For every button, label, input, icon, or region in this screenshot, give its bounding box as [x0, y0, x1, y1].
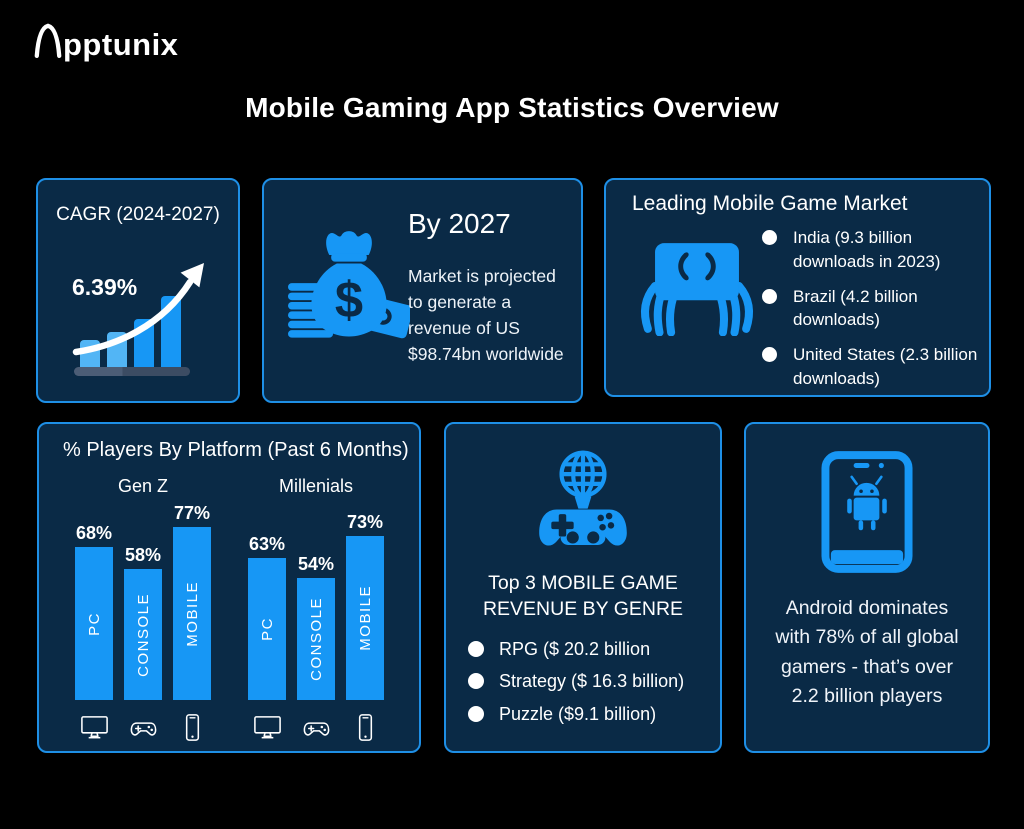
bar-column: 58% CONSOLE	[124, 545, 162, 700]
android-phone-icon	[821, 451, 913, 573]
bar-category-label: CONSOLE	[307, 597, 325, 681]
bar-value-label: 63%	[248, 534, 286, 554]
genres-heading: Top 3 MOBILE GAME REVENUE BY GENRE	[482, 572, 684, 621]
platform-chart-card: % Players By Platform (Past 6 Months) Ge…	[37, 422, 421, 753]
list-item: United States (2.3 billion downloads)	[762, 343, 980, 391]
bar: CONSOLE	[124, 569, 162, 700]
bar-group: Millenials 63% PC 54% CONSOLE 73% MOBILE	[248, 476, 384, 744]
money-bag-icon: $	[288, 231, 410, 339]
projection-body: Market is projected to generate a revenu…	[408, 266, 564, 364]
group-label: Gen Z	[117, 476, 169, 496]
list-item: Brazil (4.2 billion downloads)	[762, 285, 980, 333]
platform-chart-title: % Players By Platform (Past 6 Months)	[63, 439, 409, 461]
markets-title: Leading Mobile Game Market	[632, 192, 908, 215]
bar: PC	[75, 547, 113, 700]
bar-value-label: 54%	[297, 554, 335, 574]
platform-bar-chart: Gen Z 68% PC 58% CONSOLE 77% MOBILE Millenials 6…	[75, 476, 384, 744]
bar-category-label: PC	[258, 617, 276, 641]
growth-bars-arrow-icon: 6.39%	[72, 263, 224, 376]
cagr-bar	[80, 340, 100, 367]
list-item: India (9.3 billion downloads in 2023)	[762, 226, 980, 274]
bar-value-label: 58%	[124, 545, 162, 565]
list-item: RPG ($ 20.2 billion	[468, 639, 708, 660]
bar-category-label: PC	[85, 611, 103, 636]
bar-column: 73% MOBILE	[346, 512, 384, 700]
android-robot-icon	[847, 475, 887, 531]
cagr-title: CAGR (2024-2027)	[56, 204, 220, 225]
hands-holding-phone-icon	[640, 243, 754, 336]
list-item: Puzzle ($9.1 billion)	[468, 704, 708, 725]
bar: MOBILE	[173, 527, 211, 700]
logo-arch-icon	[34, 23, 62, 58]
bar-column: 77% MOBILE	[173, 503, 211, 700]
projection-card: $ By 2027 Market is projected to generat…	[262, 178, 583, 403]
genre-list: RPG ($ 20.2 billion Strategy ($ 16.3 bil…	[468, 639, 708, 725]
page-title: Mobile Gaming App Statistics Overview	[245, 92, 779, 123]
monitor-icon	[75, 710, 113, 744]
bar-category-label: MOBILE	[356, 585, 374, 651]
smartphone-icon	[173, 710, 211, 744]
cagr-base-line	[74, 367, 190, 376]
cagr-card: CAGR (2024-2027) 6.39%	[36, 178, 240, 403]
bar-value-label: 68%	[75, 523, 113, 543]
logo-text: pptunix	[63, 27, 179, 62]
svg-text:$: $	[335, 271, 363, 328]
cagr-bar	[161, 296, 181, 367]
bar-category-label: MOBILE	[183, 580, 201, 647]
projection-heading: By 2027	[408, 208, 511, 239]
gamepad-icon	[297, 710, 335, 744]
bar-column: 68% PC	[75, 523, 113, 700]
bar-column: 63% PC	[248, 534, 286, 700]
markets-card: Leading Mobile Game Market India (9.3 bi…	[604, 178, 991, 397]
bar: MOBILE	[346, 536, 384, 700]
cagr-bar	[134, 319, 154, 367]
list-item: Strategy ($ 16.3 billion)	[468, 671, 708, 692]
bar-category-label: CONSOLE	[134, 592, 152, 677]
cagr-bar	[107, 332, 127, 367]
monitor-icon	[248, 710, 286, 744]
gamepad-icon	[124, 710, 162, 744]
bar-column: 54% CONSOLE	[297, 554, 335, 700]
bar: CONSOLE	[297, 578, 335, 700]
genres-card: Top 3 MOBILE GAME REVENUE BY GENRE RPG (…	[444, 422, 722, 753]
android-body-text: Android dominates with 78% of all global…	[775, 597, 959, 707]
group-label: Millenials	[278, 476, 354, 496]
bar-group: Gen Z 68% PC 58% CONSOLE 77% MOBILE	[75, 476, 211, 744]
globe-gamepad-icon	[539, 450, 627, 546]
android-card: Android dominates with 78% of all global…	[744, 422, 990, 753]
smartphone-icon	[346, 710, 384, 744]
bar: PC	[248, 558, 286, 700]
market-list: India (9.3 billion downloads in 2023) Br…	[762, 226, 980, 402]
bar-value-label: 77%	[173, 503, 211, 523]
cagr-bars	[80, 296, 181, 367]
apptunix-logo: pptunix	[34, 22, 178, 60]
bar-value-label: 73%	[346, 512, 384, 532]
